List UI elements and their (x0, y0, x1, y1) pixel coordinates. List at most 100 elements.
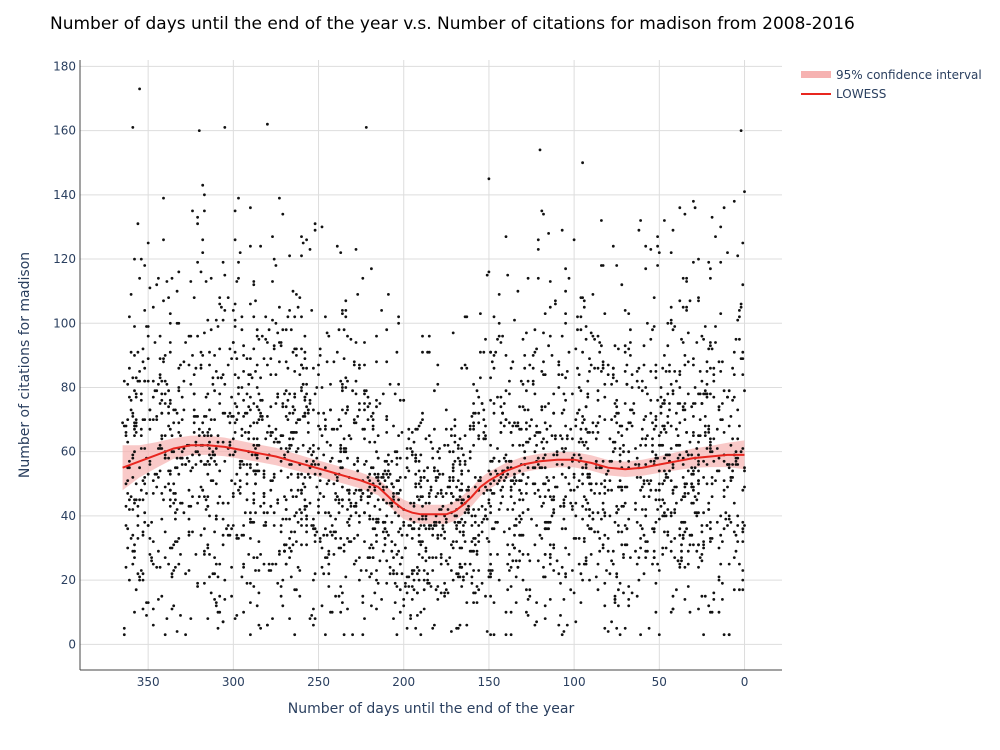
scatter-point (196, 334, 200, 338)
scatter-point (492, 366, 496, 370)
scatter-point (208, 408, 211, 412)
scatter-point (381, 498, 385, 502)
scatter-point (470, 415, 474, 418)
scatter-point (240, 575, 244, 579)
scatter-point (335, 495, 339, 498)
scatter-point (213, 598, 217, 601)
scatter-point (656, 244, 659, 248)
scatter-point (499, 405, 503, 409)
scatter-point (600, 517, 603, 521)
scatter-point (487, 540, 491, 543)
scatter-point (715, 427, 719, 431)
scatter-point (543, 495, 547, 498)
scatter-point (194, 440, 198, 444)
scatter-point (192, 415, 196, 418)
scatter-point (719, 562, 723, 566)
scatter-point (489, 459, 492, 463)
scatter-point (170, 276, 174, 280)
scatter-point (398, 398, 402, 402)
scatter-point (438, 472, 441, 476)
scatter-point (143, 520, 147, 524)
scatter-point (470, 549, 474, 553)
x-tick-label: 300 (222, 675, 245, 689)
scatter-point (514, 575, 518, 579)
scatter-point (683, 485, 687, 489)
scatter-point (335, 244, 339, 248)
scatter-point (574, 424, 578, 428)
scatter-point (513, 501, 516, 505)
scatter-point (572, 488, 576, 492)
scatter-point (569, 488, 573, 492)
scatter-point (356, 293, 360, 296)
scatter-point (191, 530, 194, 534)
scatter-point (433, 524, 436, 527)
scatter-point (339, 610, 343, 614)
scatter-point (552, 508, 556, 511)
scatter-point (637, 578, 641, 582)
scatter-point (640, 527, 644, 531)
scatter-point (235, 357, 239, 360)
scatter-point (726, 524, 729, 527)
scatter-point (332, 553, 336, 556)
scatter-point (213, 354, 217, 357)
scatter-point (613, 402, 617, 405)
scatter-point (709, 447, 712, 450)
scatter-point (473, 476, 477, 479)
scatter-point (453, 418, 457, 421)
scatter-point (146, 601, 150, 604)
scatter-point (629, 341, 632, 344)
scatter-point (700, 379, 704, 383)
scatter-point (339, 585, 343, 588)
scatter-point (177, 421, 181, 425)
scatter-point (201, 183, 205, 187)
scatter-point (656, 508, 659, 511)
scatter-point (533, 492, 537, 495)
scatter-point (593, 492, 596, 495)
scatter-point (651, 421, 654, 425)
scatter-point (429, 485, 433, 489)
scatter-point (620, 488, 624, 492)
scatter-point (317, 447, 320, 450)
scatter-point (167, 469, 171, 473)
scatter-point (298, 569, 302, 572)
scatter-point (715, 447, 719, 450)
scatter-point (598, 415, 602, 418)
scatter-point (264, 520, 268, 524)
scatter-point (615, 421, 619, 425)
scatter-point (305, 514, 308, 518)
scatter-point (422, 578, 426, 582)
scatter-point (404, 546, 407, 550)
scatter-point (308, 501, 312, 505)
scatter-point (709, 443, 712, 447)
scatter-point (284, 508, 288, 511)
scatter-point (332, 427, 336, 431)
scatter-point (422, 569, 426, 572)
scatter-point (627, 312, 631, 315)
scatter-point (245, 498, 249, 502)
scatter-point (574, 347, 578, 351)
scatter-point (496, 447, 499, 450)
scatter-point (627, 450, 631, 454)
scatter-point (131, 411, 135, 415)
scatter-point (387, 469, 390, 473)
scatter-point (460, 501, 464, 505)
scatter-point (678, 443, 682, 447)
scatter-point (312, 517, 315, 521)
scatter-point (168, 321, 172, 325)
scatter-point (175, 411, 179, 415)
scatter-point (410, 585, 414, 588)
scatter-point (732, 530, 736, 534)
scatter-point (126, 418, 130, 421)
scatter-point (320, 565, 324, 569)
scatter-point (167, 424, 171, 428)
scatter-point (596, 588, 600, 592)
scatter-point (581, 440, 584, 444)
scatter-point (703, 389, 707, 393)
scatter-point (472, 424, 475, 428)
scatter-point (652, 427, 656, 431)
scatter-point (540, 209, 544, 213)
scatter-point (174, 492, 177, 495)
scatter-point (249, 302, 252, 306)
scatter-point (206, 504, 210, 508)
scatter-point (552, 392, 556, 396)
